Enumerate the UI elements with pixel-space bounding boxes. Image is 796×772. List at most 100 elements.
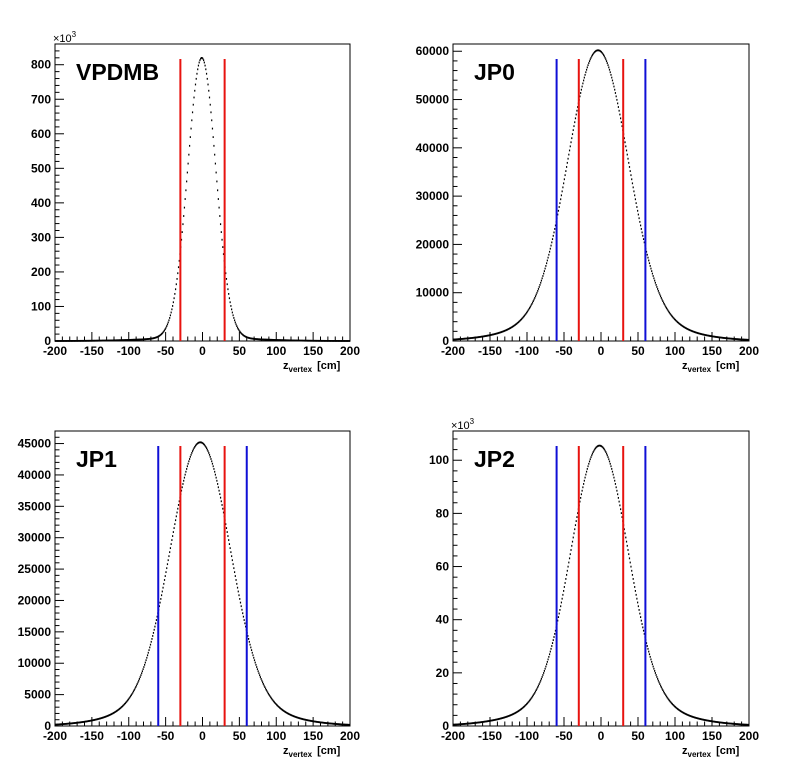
data-point <box>563 182 565 185</box>
data-point <box>509 327 511 329</box>
data-point <box>188 144 191 147</box>
data-point <box>629 170 631 172</box>
data-point <box>149 646 151 649</box>
data-point <box>72 722 74 725</box>
data-point <box>487 334 489 337</box>
data-point <box>215 171 217 174</box>
x-tick-label: -200 <box>43 729 67 743</box>
data-point <box>528 700 530 703</box>
data-point <box>301 717 303 720</box>
data-point <box>730 337 732 340</box>
x-tick-label: -150 <box>478 344 502 358</box>
data-point <box>619 113 621 116</box>
data-point <box>597 445 599 448</box>
data-point <box>259 676 261 678</box>
data-point <box>220 231 222 233</box>
data-point <box>326 722 329 725</box>
data-point <box>312 339 315 342</box>
data-point <box>141 338 143 341</box>
data-point <box>130 338 132 341</box>
data-point <box>211 119 213 122</box>
data-point <box>109 339 111 342</box>
data-point <box>298 339 300 342</box>
data-point <box>100 717 102 720</box>
data-point <box>321 339 323 342</box>
data-point <box>548 250 551 253</box>
data-point <box>208 453 211 456</box>
data-point <box>120 339 122 342</box>
data-point <box>239 601 242 604</box>
x-tick-label: -100 <box>117 729 141 743</box>
data-point <box>123 703 125 706</box>
data-point <box>118 708 120 711</box>
data-point <box>623 137 625 140</box>
data-point <box>608 68 611 71</box>
data-point <box>635 593 637 596</box>
data-point <box>475 721 477 724</box>
data-point <box>648 650 650 653</box>
data-point <box>734 338 736 340</box>
data-point <box>297 716 299 719</box>
data-point <box>489 719 491 722</box>
data-point <box>518 709 520 712</box>
data-point <box>270 697 273 700</box>
data-point <box>247 637 250 640</box>
data-point <box>737 338 739 341</box>
data-point <box>594 448 596 451</box>
data-point <box>73 722 76 724</box>
data-point <box>494 718 496 721</box>
data-point <box>173 527 175 529</box>
data-point <box>320 339 322 342</box>
data-point <box>98 717 100 720</box>
data-point <box>612 473 614 476</box>
data-point <box>650 658 652 661</box>
data-point <box>733 338 736 340</box>
data-point <box>101 339 104 342</box>
data-point <box>328 339 330 342</box>
data-point <box>270 338 272 341</box>
data-point <box>725 722 727 724</box>
data-point <box>682 711 685 714</box>
data-point <box>469 722 471 725</box>
data-point <box>479 336 481 338</box>
data-point <box>548 653 551 656</box>
data-point <box>474 721 477 724</box>
data-point <box>563 586 565 588</box>
data-point <box>84 720 86 723</box>
data-point <box>235 323 237 326</box>
data-point <box>501 717 503 720</box>
data-point <box>94 718 96 721</box>
y-tick-label: 200 <box>31 265 51 279</box>
data-point <box>707 334 709 337</box>
data-point <box>645 250 648 253</box>
data-point <box>549 650 551 653</box>
data-point <box>477 336 479 339</box>
y-tick-label: 30000 <box>416 189 450 203</box>
data-point <box>486 334 488 337</box>
data-point <box>291 339 293 342</box>
data-point <box>625 540 628 543</box>
data-point <box>337 723 340 726</box>
data-point <box>261 338 263 341</box>
data-point <box>617 106 619 108</box>
data-point <box>90 719 93 722</box>
data-point <box>333 340 335 342</box>
data-point <box>562 593 564 596</box>
data-point <box>735 723 737 725</box>
data-point <box>150 640 152 643</box>
data-point <box>639 224 642 227</box>
data-point <box>134 687 136 690</box>
data-point <box>211 460 213 463</box>
data-point <box>628 166 631 168</box>
data-point <box>160 333 163 335</box>
data-point <box>697 332 699 335</box>
data-point <box>662 690 665 693</box>
data-point <box>576 109 578 112</box>
data-point <box>180 489 183 492</box>
data-point <box>144 663 146 666</box>
data-point <box>257 670 259 673</box>
data-point <box>542 674 544 676</box>
data-point <box>317 339 319 342</box>
data-point <box>69 340 71 342</box>
data-point <box>334 340 336 342</box>
